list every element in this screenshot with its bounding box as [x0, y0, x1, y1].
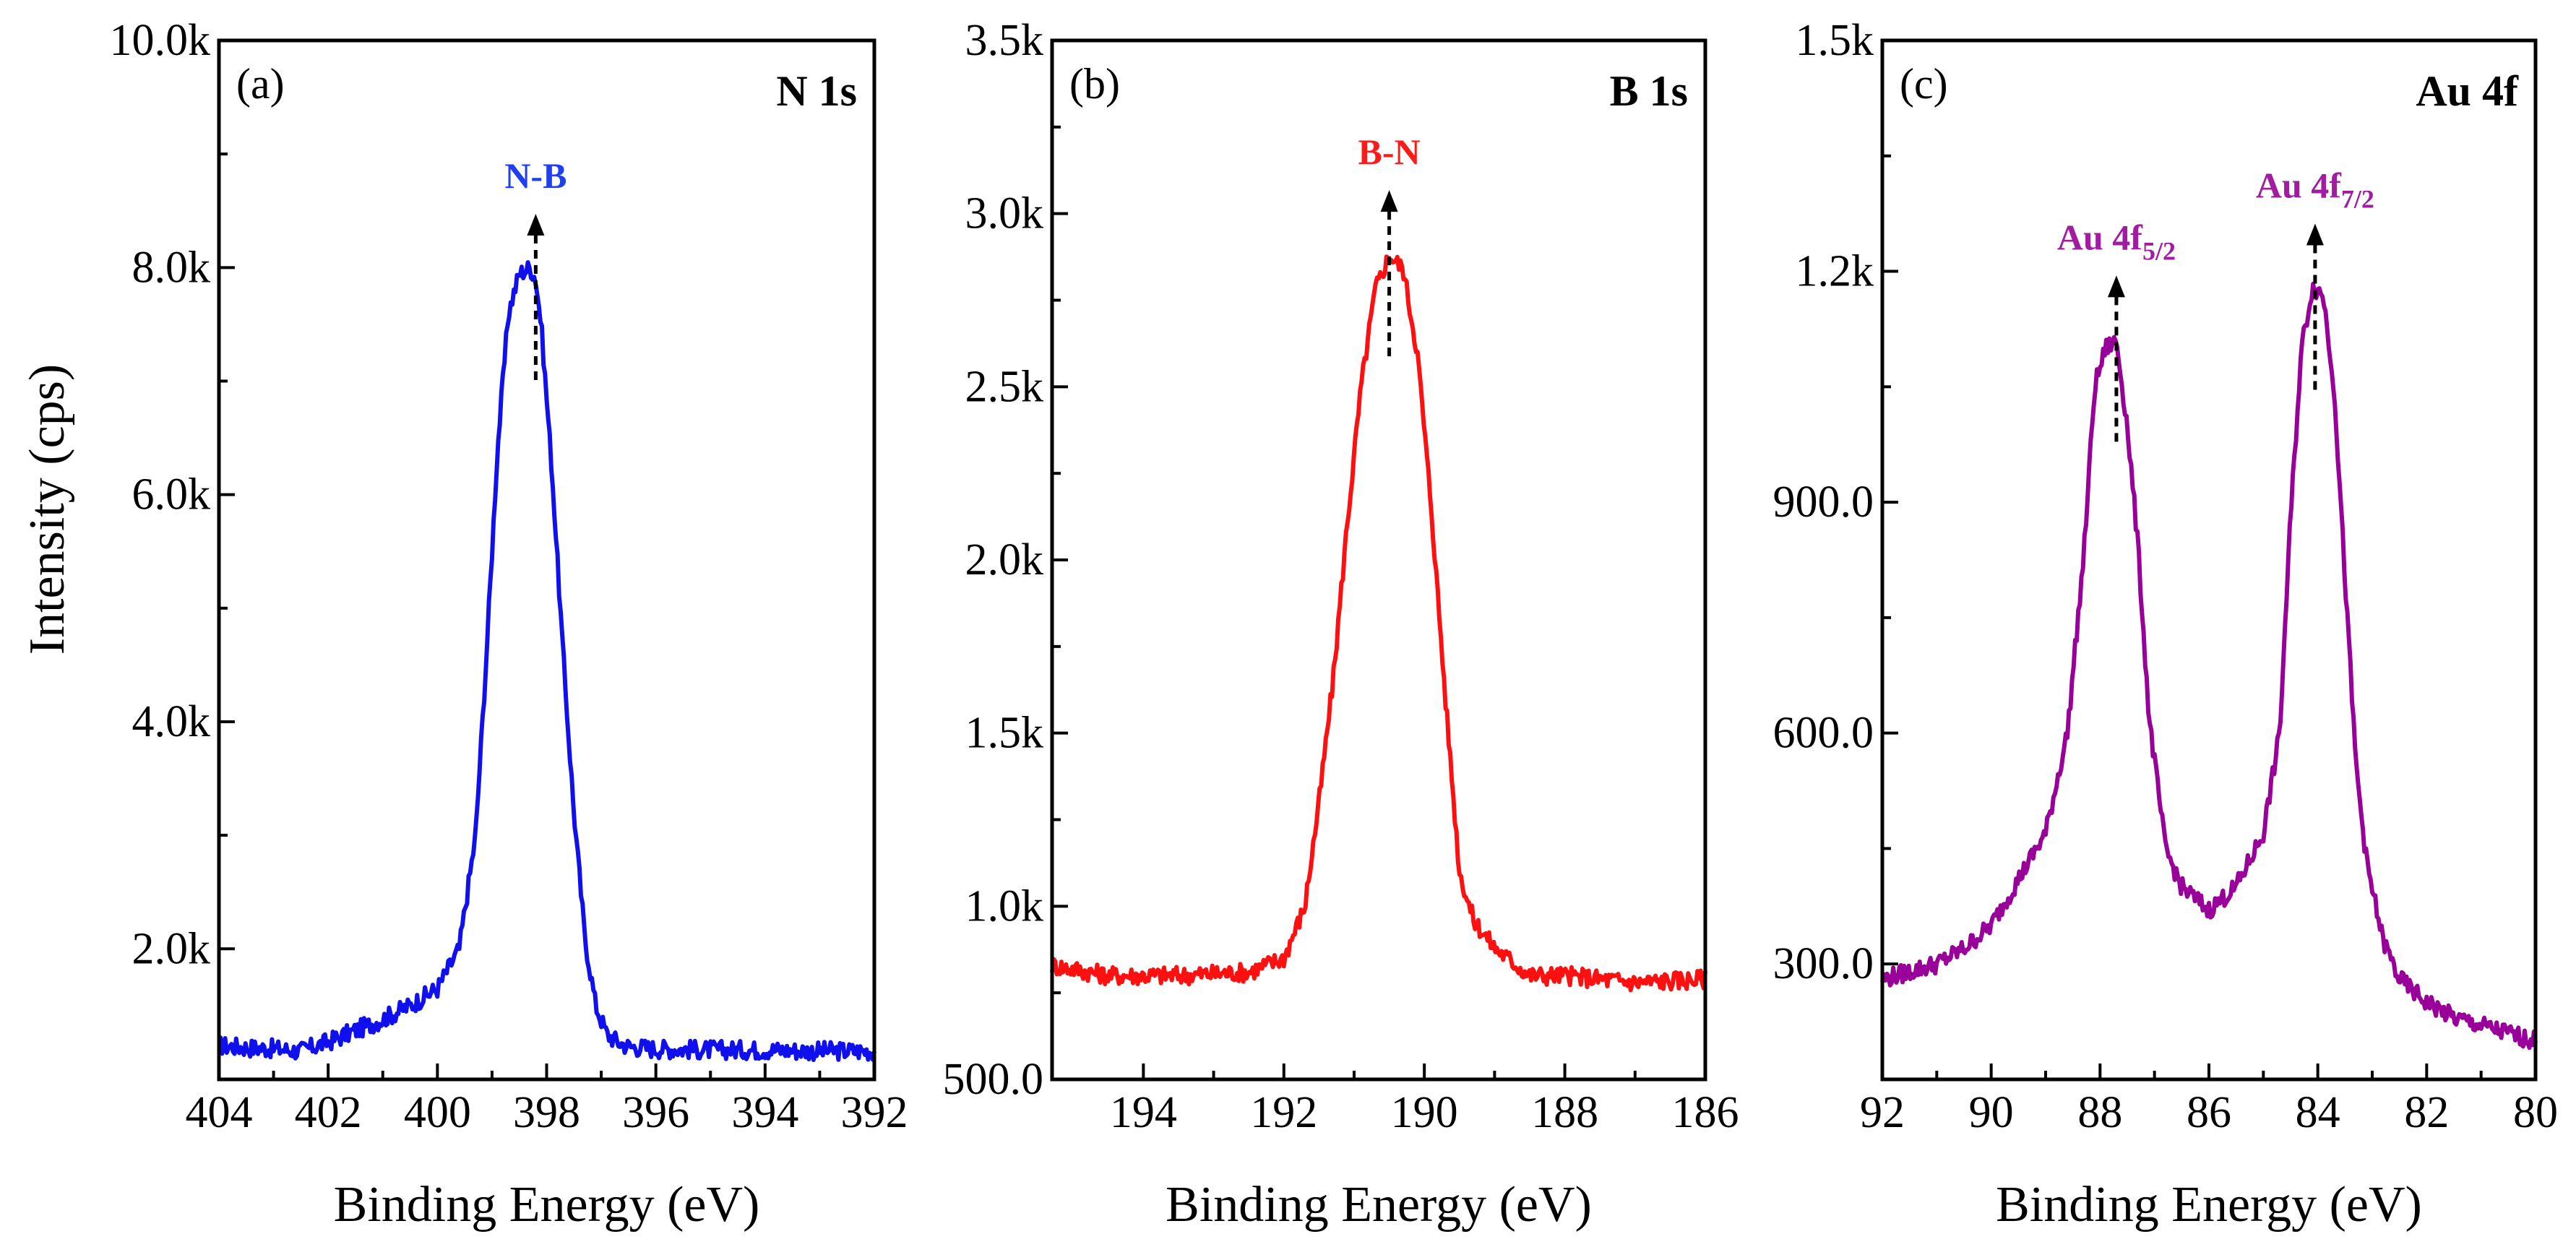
arrow-head-icon — [1380, 190, 1398, 212]
y-tick-label: 500.0 — [943, 1055, 1044, 1104]
peak-label-main: Au 4f — [2057, 217, 2143, 257]
y-tick-label: 3.5k — [965, 16, 1044, 65]
x-axis-title: Binding Energy (eV) — [1166, 1177, 1592, 1233]
x-tick-label: 396 — [622, 1088, 689, 1137]
x-tick-label: 82 — [2404, 1088, 2449, 1137]
peak-label-subscript: 5/2 — [2142, 236, 2176, 265]
x-tick-label: 194 — [1110, 1088, 1177, 1137]
x-tick-label: 84 — [2296, 1088, 2340, 1137]
x-tick-label: 402 — [295, 1088, 362, 1137]
plot-frame — [1880, 38, 2538, 1082]
x-tick-label: 90 — [1969, 1088, 2014, 1137]
y-tick-label: 2.5k — [965, 362, 1044, 411]
x-tick-label: 398 — [513, 1088, 580, 1137]
x-tick-label: 186 — [1672, 1088, 1739, 1137]
x-tick-label: 392 — [841, 1088, 908, 1137]
spectrum-line — [1050, 254, 1707, 993]
y-tick-label: 2.0k — [965, 535, 1044, 584]
plot-frame — [217, 38, 876, 1082]
peak-label: N-B — [504, 155, 567, 196]
arrow-head-icon — [2306, 223, 2324, 246]
figure-y-axis-title: Intensity (cps) — [20, 364, 75, 655]
y-tick-label: 1.2k — [1796, 247, 1874, 296]
panel-letter: (c) — [1900, 60, 1948, 108]
peak-label-subscript: 7/2 — [2341, 185, 2374, 214]
x-tick-label: 80 — [2513, 1088, 2558, 1137]
x-axis-title: Binding Energy (eV) — [334, 1177, 760, 1233]
x-tick-label: 404 — [186, 1088, 253, 1137]
y-tick-label: 8.0k — [132, 243, 211, 292]
panel-b: 194 192 190 188 186 500.0 1.0k 1.5k 2.0k 2.5k 3.0k… — [943, 16, 1739, 1233]
arrow-head-icon — [2107, 275, 2125, 298]
y-tick-label: 3.0k — [965, 189, 1044, 238]
y-tick-label: 600.0 — [1773, 709, 1874, 758]
element-label: Au 4f — [2416, 67, 2519, 115]
spectrum-line — [218, 260, 876, 1062]
panel-letter: (b) — [1069, 60, 1120, 108]
y-tick-label: 6.0k — [132, 470, 211, 519]
y-tick-label: 1.0k — [965, 881, 1044, 931]
panel-c: 92 90 88 86 84 82 80 300.0 600.0 900.0 1.2k 1.5k Bin… — [1773, 16, 2559, 1233]
arrow-head-icon — [527, 214, 545, 236]
spectrum-line — [1880, 281, 2538, 1050]
peak-label-main: Au 4f — [2256, 165, 2342, 206]
x-axis-title: Binding Energy (eV) — [1996, 1177, 2422, 1233]
peak-label: Au 4f5/2 — [2057, 217, 2176, 265]
y-tick-label: 900.0 — [1773, 478, 1874, 527]
element-label: B 1s — [1610, 67, 1688, 115]
peak-label: Au 4f7/2 — [2256, 165, 2374, 214]
panel-letter: (a) — [236, 60, 285, 108]
x-tick-label: 400 — [404, 1088, 471, 1137]
x-tick-label: 190 — [1391, 1088, 1458, 1137]
y-tick-label: 300.0 — [1773, 939, 1874, 988]
y-tick-label: 1.5k — [1796, 16, 1874, 65]
x-tick-label: 394 — [731, 1088, 798, 1137]
plot-frame — [1050, 38, 1707, 1082]
x-tick-label: 88 — [2077, 1088, 2122, 1137]
y-tick-label: 4.0k — [132, 697, 211, 746]
y-tick-label: 2.0k — [132, 924, 211, 973]
x-tick-label: 192 — [1250, 1088, 1317, 1137]
panel-a: 404 402 400 398 396 394 392 2.0k 4.0k 6.0k 8.0k 10.… — [110, 16, 908, 1233]
x-tick-label: 188 — [1531, 1088, 1598, 1137]
y-tick-label: 1.5k — [965, 709, 1044, 758]
peak-label: B-N — [1358, 131, 1421, 172]
x-tick-label: 92 — [1860, 1088, 1905, 1137]
element-label: N 1s — [776, 67, 857, 115]
y-tick-label: 10.0k — [110, 16, 211, 65]
x-tick-label: 86 — [2187, 1088, 2231, 1137]
